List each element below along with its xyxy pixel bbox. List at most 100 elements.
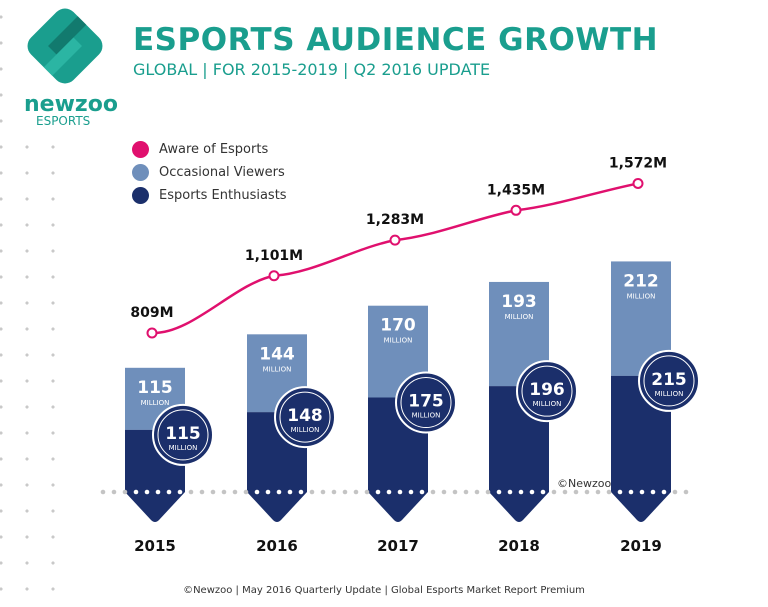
aware-value-label: 1,572M: [609, 155, 667, 171]
aware-point: [510, 204, 522, 216]
baseline-dot: [254, 489, 260, 495]
legend: Aware of Esports Occasional Viewers Espo…: [132, 138, 287, 207]
baseline-dot: [441, 489, 447, 495]
baseline-dot: [122, 489, 128, 495]
unit-label: MILLION: [169, 444, 198, 452]
enthusiasts-badge: [516, 360, 578, 423]
aware-point: [389, 234, 401, 246]
badge-ring: [157, 409, 209, 461]
baseline-dot: [617, 489, 623, 495]
baseline-dot: [507, 489, 513, 495]
occasional-value-label: 170: [380, 316, 416, 336]
badge-ring: [643, 355, 695, 407]
legend-label: Occasional Viewers: [159, 165, 285, 180]
badge-ring: [521, 365, 573, 417]
baseline-dot: [166, 489, 172, 495]
baseline-dot: [287, 489, 293, 495]
bar-enthusiasts: [489, 386, 549, 522]
legend-swatch: [132, 141, 149, 158]
baseline-dot: [551, 489, 557, 495]
legend-swatch: [132, 187, 149, 204]
baseline-dot: [342, 489, 348, 495]
x-tick-label: 2017: [377, 537, 419, 555]
baseline-dot: [463, 489, 469, 495]
baseline-dot: [540, 489, 546, 495]
logo-subtitle: ESPORTS: [36, 114, 91, 128]
baseline-dot: [628, 489, 634, 495]
baseline-dot: [298, 489, 304, 495]
logo-wordmark: newzoo: [24, 92, 118, 117]
unit-label: MILLION: [263, 365, 292, 373]
baseline-dot: [573, 489, 579, 495]
baseline-dot: [188, 489, 194, 495]
baseline-dot: [474, 489, 480, 495]
baseline-dot: [529, 489, 535, 495]
baseline-dot: [606, 489, 612, 495]
baseline-dot: [155, 489, 161, 495]
enthusiasts-value-label: 148: [287, 406, 323, 426]
baseline-dot: [419, 489, 425, 495]
aware-value-label: 1,101M: [245, 248, 303, 264]
baseline-dot: [309, 489, 315, 495]
baseline-dot: [232, 489, 238, 495]
baseline-dot: [331, 489, 337, 495]
enthusiasts-badge: [638, 349, 700, 412]
footer: ©Newzoo | May 2016 Quarterly Update | Gl…: [183, 585, 585, 596]
legend-item-occasional: Occasional Viewers: [132, 161, 287, 184]
baseline-dot: [595, 489, 601, 495]
baseline-dot: [100, 489, 106, 495]
x-tick-label: 2019: [620, 537, 662, 555]
baseline-dot: [496, 489, 502, 495]
enthusiasts-value-label: 115: [165, 424, 201, 444]
enthusiasts-badge: [274, 386, 336, 449]
badge-ring: [400, 377, 452, 428]
baseline-dot: [265, 489, 271, 495]
aware-value-label: 1,283M: [366, 212, 424, 228]
legend-swatch: [132, 164, 149, 181]
baseline-dot: [133, 489, 139, 495]
baseline-dot: [584, 489, 590, 495]
unit-label: MILLION: [384, 337, 413, 345]
baseline-dot: [210, 489, 216, 495]
baseline-dot: [562, 489, 568, 495]
aware-point: [632, 177, 644, 189]
baseline-dot: [485, 489, 491, 495]
unit-label: MILLION: [655, 390, 684, 398]
x-tick-label: 2018: [498, 537, 540, 555]
unit-label: MILLION: [141, 399, 170, 407]
x-tick-label: 2015: [134, 537, 176, 555]
bar-enthusiasts: [611, 375, 671, 522]
occasional-value-label: 115: [137, 378, 173, 398]
unit-label: MILLION: [412, 412, 441, 420]
occasional-value-label: 193: [501, 292, 537, 312]
enthusiasts-badge: [152, 403, 214, 466]
baseline-dot: [221, 489, 227, 495]
unit-label: MILLION: [627, 292, 656, 300]
legend-item-enthusiasts: Esports Enthusiasts: [132, 184, 287, 207]
baseline-dot: [177, 489, 183, 495]
aware-point: [268, 270, 280, 282]
baseline-dot: [353, 489, 359, 495]
page-subtitle: GLOBAL | FOR 2015-2019 | Q2 2016 UPDATE: [133, 60, 491, 79]
baseline-dot: [639, 489, 645, 495]
baseline-dot: [364, 489, 370, 495]
baseline-dot: [320, 489, 326, 495]
enthusiasts-badge: [395, 371, 457, 434]
baseline-dot: [386, 489, 392, 495]
baseline-dot: [452, 489, 458, 495]
baseline-dot: [111, 489, 117, 495]
baseline-dot: [144, 489, 150, 495]
baseline-dot: [243, 489, 249, 495]
baseline-dot: [661, 489, 667, 495]
enthusiasts-value-label: 196: [529, 380, 565, 400]
baseline-dot: [683, 489, 689, 495]
unit-label: MILLION: [505, 313, 534, 321]
aware-point: [146, 327, 158, 339]
baseline-dot: [276, 489, 282, 495]
baseline-dot: [430, 489, 436, 495]
newzoo-logo: [20, 4, 110, 129]
baseline-dot: [650, 489, 656, 495]
baseline-dot: [375, 489, 381, 495]
legend-label: Esports Enthusiasts: [159, 188, 287, 203]
